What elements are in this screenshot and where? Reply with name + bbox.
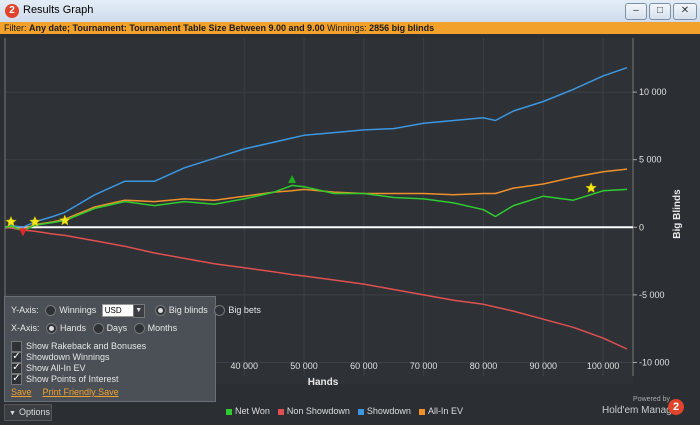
legend-swatch <box>357 408 364 415</box>
months-radio[interactable] <box>133 323 145 335</box>
maximize-button[interactable]: □ <box>649 3 671 20</box>
allin-ev-row[interactable]: ✓ Show All-In EV <box>11 361 86 375</box>
y-tick-label: 10 000 <box>639 87 667 97</box>
hands-radio[interactable] <box>46 323 58 335</box>
poi-star-icon <box>585 181 598 194</box>
series-line-showdown <box>4 66 628 229</box>
legend-item: Non Showdown <box>277 404 350 418</box>
x-tick-label: 80 000 <box>470 361 498 371</box>
chart-legend: Net Won Non Showdown Showdown All-In EV <box>226 404 471 418</box>
window-title: Results Graph <box>23 4 94 16</box>
legend-swatch <box>418 408 425 415</box>
poi-up-triangle-icon <box>288 174 297 183</box>
yaxis-label: Y-Axis: <box>11 305 39 315</box>
chart-grid <box>4 38 634 376</box>
y-tick-label: 5 000 <box>639 155 662 165</box>
poi-row[interactable]: ✓ Show Points of Interest <box>11 372 119 386</box>
filter-winnings-label: Winnings: <box>327 23 367 33</box>
y-axis-label: Big Blinds <box>672 189 683 239</box>
poi-down-triangle-icon <box>18 228 27 237</box>
series-line-all-in-ev <box>4 168 628 231</box>
legend-label: All-In EV <box>427 406 463 416</box>
powered-by-label: Powered by <box>633 396 670 403</box>
legend-swatch <box>226 408 232 415</box>
rakeback-checkbox[interactable] <box>11 341 22 353</box>
legend-label: Showdown <box>366 406 411 416</box>
title-bar: 2 Results Graph – □ ✕ <box>0 0 700 23</box>
series-line-net-won <box>4 184 628 232</box>
rakeback-label: Show Rakeback and Bonuses <box>26 341 147 351</box>
rakeback-row[interactable]: Show Rakeback and Bonuses <box>11 339 146 353</box>
x-tick-label: 50 000 <box>290 361 318 371</box>
filter-text: Any date; Tournament: Tournament Table S… <box>29 23 325 33</box>
showdown-label: Showdown Winnings <box>26 352 110 362</box>
winnings-radio[interactable] <box>45 305 57 317</box>
chevron-down-icon: ▼ <box>9 410 16 417</box>
points-of-interest <box>5 174 598 237</box>
brand-name: Hold'em Manager <box>602 405 681 416</box>
x-tick-label: 90 000 <box>530 361 558 371</box>
yaxis-row: Y-Axis: Winnings USD ▼ Big blinds Big bet… <box>11 303 261 319</box>
save-link[interactable]: Save <box>11 387 32 397</box>
poi-star-icon <box>29 215 41 227</box>
options-button[interactable]: ▼ Options <box>4 404 52 421</box>
big-blinds-radio[interactable] <box>154 305 166 317</box>
filter-bar: Filter: Any date; Tournament: Tournament… <box>0 22 700 34</box>
y-tick-label: 0 <box>639 222 644 232</box>
legend-label: Net Won <box>235 406 270 416</box>
minimize-button[interactable]: – <box>625 3 647 20</box>
currency-select[interactable]: USD ▼ <box>101 304 145 319</box>
xaxis-label: X-Axis: <box>11 323 40 333</box>
months-radio-label: Months <box>147 323 178 333</box>
big-bets-radio-label: Big bets <box>228 305 261 315</box>
filter-prefix: Filter: <box>4 23 27 33</box>
close-button[interactable]: ✕ <box>673 3 697 20</box>
big-blinds-radio-label: Big blinds <box>168 305 208 315</box>
options-panel: Y-Axis: Winnings USD ▼ Big blinds Big bet… <box>4 296 261 402</box>
allin-ev-checkbox[interactable]: ✓ <box>11 362 22 375</box>
options-button-label: Options <box>18 407 50 417</box>
xaxis-row: X-Axis: Hands Days Months <box>11 321 177 335</box>
x-tick-label: 100 000 <box>587 361 620 371</box>
x-tick-label: 60 000 <box>350 361 378 371</box>
legend-item: All-In EV <box>418 404 463 418</box>
winnings-radio-label: Winnings <box>59 305 97 315</box>
showdown-row[interactable]: ✓ Showdown Winnings <box>11 350 110 364</box>
brand-logo-icon: 2 <box>668 399 684 415</box>
app-logo-icon: 2 <box>5 4 19 18</box>
chart-ticks: 40 000 50 000 60 000 70 000 80 000 90 000 100 … <box>230 87 669 371</box>
poi-star-icon <box>5 215 17 227</box>
legend-label: Non Showdown <box>286 406 350 416</box>
save-row: Save Print Friendly Save <box>11 385 119 399</box>
legend-swatch <box>277 408 284 415</box>
y-tick-label: -10 000 <box>639 357 670 367</box>
series-line-non-showdown <box>4 226 628 350</box>
chart-series <box>4 66 628 350</box>
hands-radio-label: Hands <box>60 323 87 333</box>
allin-ev-label: Show All-In EV <box>26 363 86 373</box>
x-tick-label: 70 000 <box>410 361 438 371</box>
print-friendly-save-link[interactable]: Print Friendly Save <box>42 387 119 397</box>
poi-checkbox[interactable]: ✓ <box>11 373 22 386</box>
poi-star-icon <box>58 214 71 226</box>
x-axis-label: Hands <box>308 377 339 388</box>
y-tick-label: -5 000 <box>639 290 665 300</box>
currency-value: USD <box>104 306 122 316</box>
days-radio[interactable] <box>92 323 104 335</box>
filter-winnings-value: 2856 big blinds <box>369 23 435 33</box>
legend-item: Net Won <box>226 404 270 418</box>
x-tick-label: 40 000 <box>230 361 258 371</box>
days-radio-label: Days <box>106 323 128 333</box>
showdown-checkbox[interactable]: ✓ <box>11 351 22 364</box>
big-bets-radio[interactable] <box>214 305 226 317</box>
chevron-down-icon[interactable]: ▼ <box>132 304 145 319</box>
legend-item: Showdown <box>357 404 411 418</box>
poi-label: Show Points of Interest <box>26 374 119 384</box>
